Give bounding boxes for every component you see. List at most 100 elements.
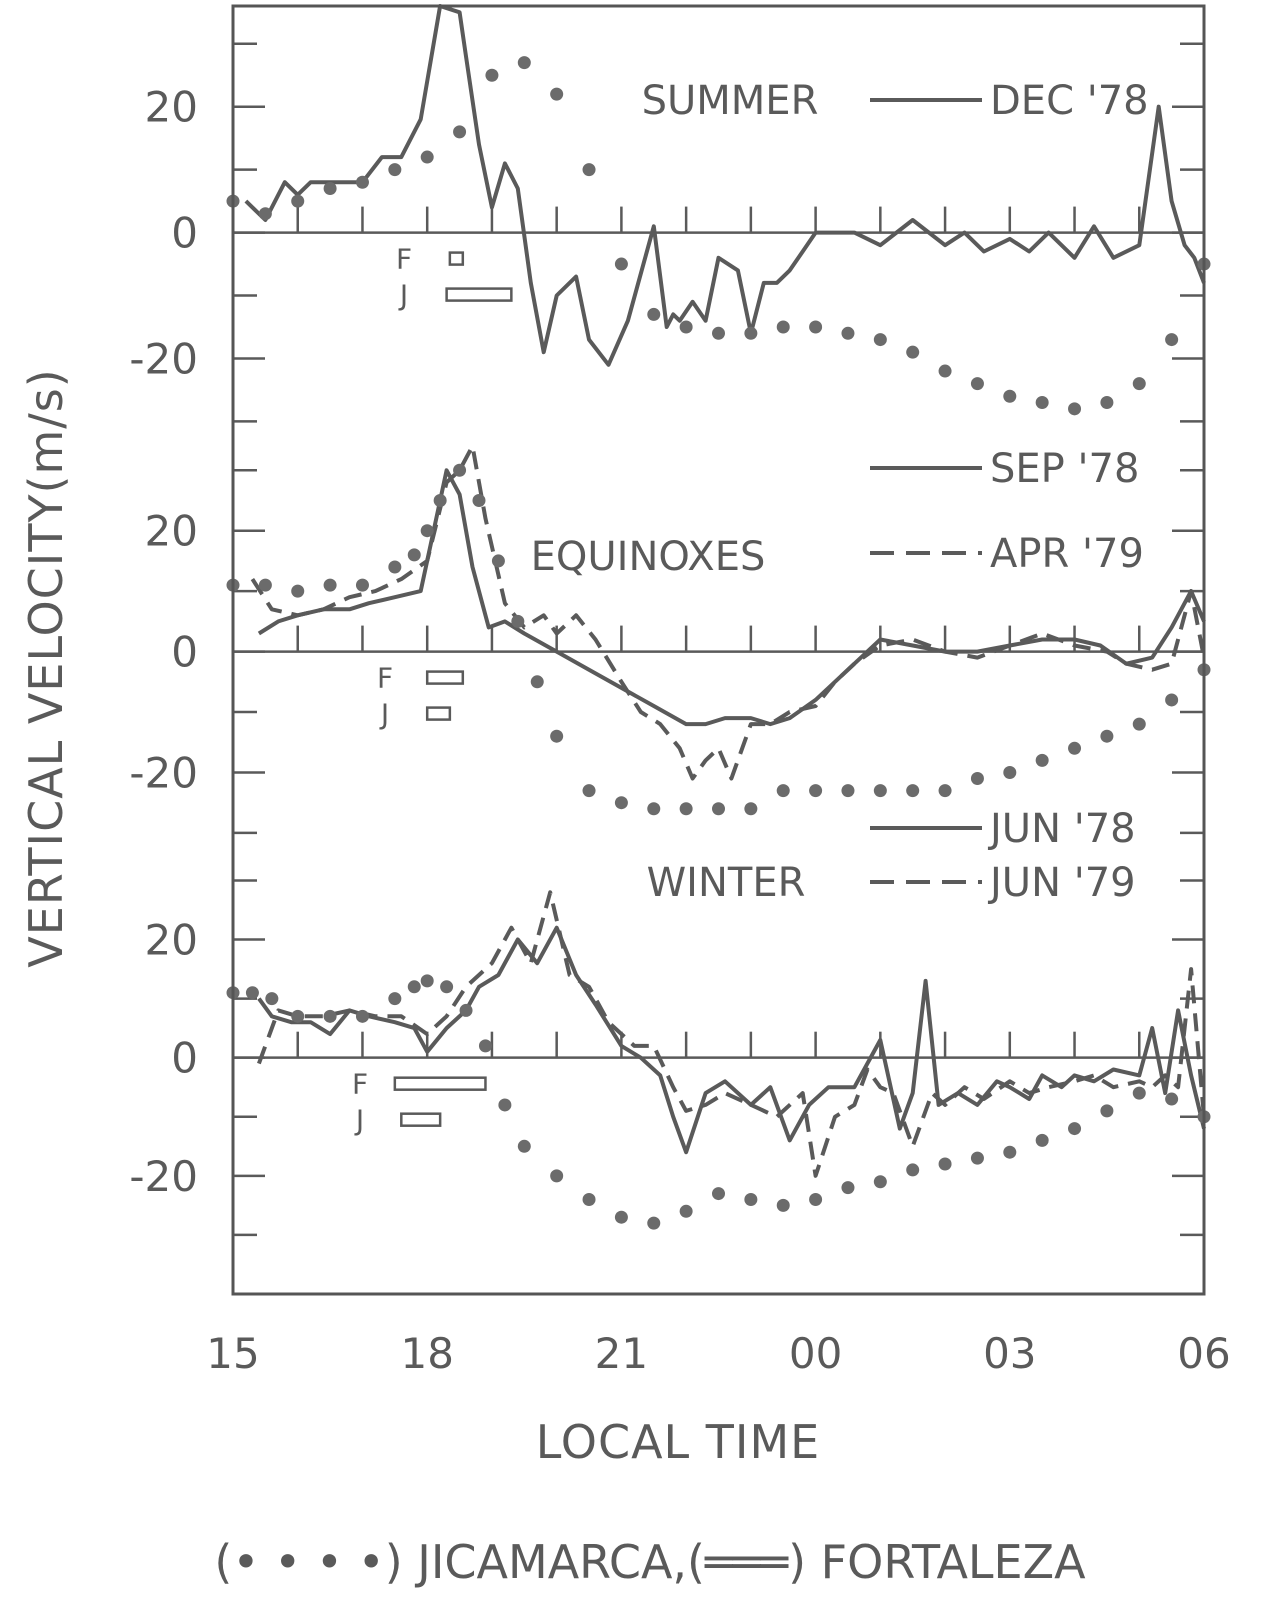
jicamarca-point: [1068, 741, 1082, 755]
jicamarca-point: [647, 802, 661, 816]
jicamarca-point: [841, 1181, 855, 1195]
jicamarca-point: [873, 1175, 887, 1189]
jicamarca-point: [258, 207, 272, 221]
jicamarca-point: [1035, 396, 1049, 410]
jicamarca-point: [388, 992, 402, 1006]
fj-label: F: [377, 662, 393, 695]
fj-bar: [445, 287, 513, 302]
jicamarca-point: [323, 1009, 337, 1023]
jicamarca-point: [1035, 1133, 1049, 1147]
jicamarca-point: [420, 150, 434, 164]
series-jicamarca: [226, 974, 1211, 1230]
legend-label: APR '79: [990, 531, 1144, 577]
jicamarca-point: [776, 320, 790, 334]
fj-label: J: [379, 698, 389, 731]
jicamarca-point: [906, 1163, 920, 1177]
jicamarca-point: [407, 548, 421, 562]
jicamarca-point: [614, 1210, 628, 1224]
jicamarca-point: [906, 784, 920, 798]
jicamarca-point: [776, 784, 790, 798]
jicamarca-point: [679, 320, 693, 334]
jicamarca-point: [1068, 1122, 1082, 1136]
y-tick-label: -20: [129, 748, 198, 797]
jicamarca-point: [420, 524, 434, 538]
jicamarca-point: [873, 333, 887, 347]
jicamarca-point: [517, 1139, 531, 1153]
jicamarca-point: [1165, 693, 1179, 707]
y-tick-label: 20: [145, 916, 198, 965]
jicamarca-point: [491, 554, 505, 568]
jicamarca-point: [873, 784, 887, 798]
y-tick-label: 20: [145, 83, 198, 132]
jicamarca-point: [433, 493, 447, 507]
jicamarca-point: [679, 1204, 693, 1218]
jicamarca-point: [291, 1009, 305, 1023]
jicamarca-point: [1132, 1086, 1146, 1100]
jicamarca-point: [582, 163, 596, 177]
fj-bar: [448, 251, 465, 266]
jicamarca-point: [679, 802, 693, 816]
jicamarca-point: [1100, 729, 1114, 743]
panel-label: SUMMER: [642, 78, 819, 124]
jicamarca-point: [647, 307, 661, 321]
jicamarca-point: [938, 364, 952, 378]
jicamarca-point: [1100, 396, 1114, 410]
fj-label: F: [396, 243, 412, 276]
panel-summer: 20 0 -20 SUMMER DEC '78 FJ: [129, 4, 1211, 423]
series-apr-79: [250, 444, 1206, 781]
series-jicamarca: [226, 463, 1211, 816]
jicamarca-point: [459, 1003, 473, 1017]
jicamarca-point: [970, 1151, 984, 1165]
legend-label: DEC '78: [990, 78, 1149, 124]
x-axis: 15 18 21 00 03 06: [206, 1329, 1230, 1378]
jicamarca-point: [323, 578, 337, 592]
y-tick-label: -20: [129, 1152, 198, 1201]
jicamarca-point: [355, 578, 369, 592]
jicamarca-point: [614, 257, 628, 271]
jicamarca-point: [291, 194, 305, 208]
jicamarca-point: [841, 784, 855, 798]
y-tick-label: 0: [171, 628, 198, 677]
jicamarca-point: [245, 986, 259, 1000]
x-tick-label: 06: [1177, 1329, 1230, 1378]
series-dec-78: [244, 4, 1206, 367]
jicamarca-point: [712, 1187, 725, 1201]
jicamarca-point: [517, 56, 531, 70]
series-sep-78: [257, 468, 1206, 727]
jicamarca-point: [809, 784, 823, 798]
jicamarca-point: [291, 584, 305, 598]
jicamarca-point: [970, 377, 984, 391]
y-tick-label: 20: [145, 507, 198, 556]
jicamarca-point: [511, 614, 525, 628]
jicamarca-point: [258, 578, 272, 592]
x-tick-label: 15: [206, 1329, 259, 1378]
jicamarca-point: [355, 1009, 369, 1023]
legend-label: JUN '79: [987, 860, 1136, 906]
jicamarca-point: [1132, 377, 1146, 391]
legend-label: SEP '78: [990, 446, 1139, 492]
panel-label: WINTER: [647, 860, 806, 906]
jicamarca-point: [744, 802, 758, 816]
jicamarca-point: [1068, 402, 1082, 416]
y-tick-label: -20: [129, 334, 198, 383]
fj-label: J: [354, 1104, 364, 1137]
jicamarca-point: [388, 163, 402, 177]
jicamarca-point: [530, 675, 544, 689]
jicamarca-point: [809, 320, 823, 334]
jicamarca-point: [938, 1157, 952, 1171]
fj-bar: [400, 1112, 442, 1127]
y-axis-title: VERTICAL VELOCITY(m/s): [19, 368, 73, 967]
panel-label: EQUINOXES: [531, 534, 766, 580]
jicamarca-point: [582, 1192, 596, 1206]
source-caption: (• • • •) JICAMARCA,(═══) FORTALEZA: [214, 1535, 1086, 1589]
jicamarca-point: [744, 326, 758, 340]
jicamarca-point: [1100, 1104, 1114, 1118]
fj-bar: [393, 1076, 487, 1091]
jicamarca-point: [1003, 765, 1017, 779]
jicamarca-point: [1003, 1145, 1017, 1159]
jicamarca-point: [1035, 753, 1049, 767]
jicamarca-point: [420, 974, 434, 988]
jicamarca-point: [582, 784, 596, 798]
series-jicamarca: [226, 56, 1211, 416]
